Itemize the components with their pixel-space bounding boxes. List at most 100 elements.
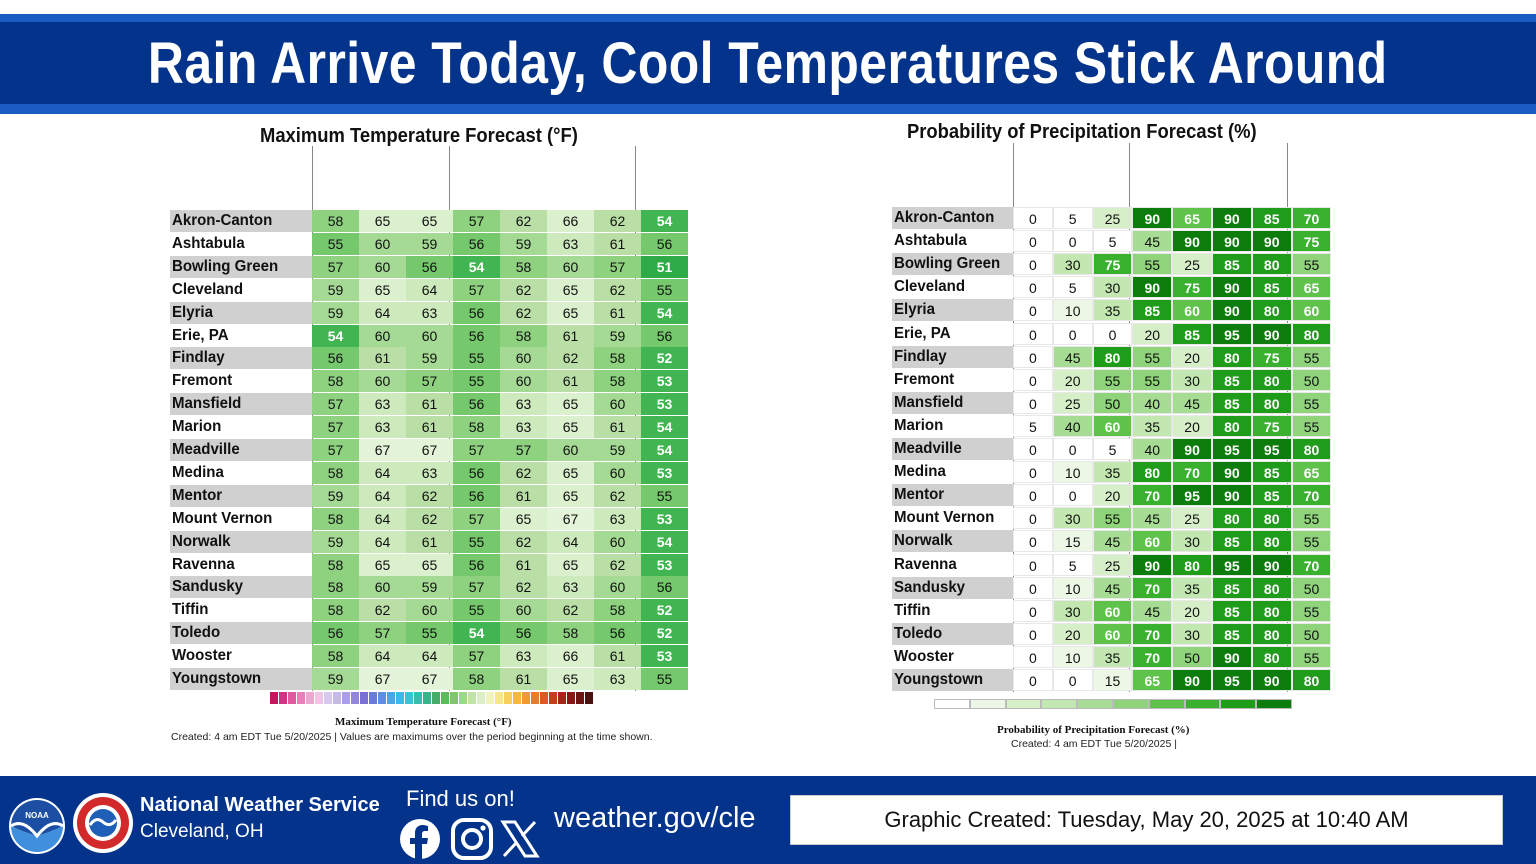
value-cell: 53: [641, 461, 688, 484]
colorbar-swatch: [504, 692, 513, 704]
station-name: Cleveland: [894, 278, 966, 296]
station-label: Ravenna: [892, 553, 1013, 576]
value-cell: 52: [641, 347, 688, 370]
colorbar-swatch: [558, 692, 567, 704]
value-cell: 55: [1291, 345, 1332, 368]
value-cell: 0: [1013, 322, 1053, 345]
value-cell: 56: [312, 622, 359, 645]
value-cell: 80: [1251, 576, 1292, 599]
value-cell: 53: [641, 370, 688, 393]
colorbar-swatch: [288, 692, 297, 704]
value-cell: 35: [1092, 461, 1133, 484]
station-name: Fremont: [172, 372, 233, 390]
station-label: Ashtabula: [170, 232, 312, 255]
value-cell: 65: [1172, 207, 1212, 229]
value-cell: 90: [1212, 207, 1252, 229]
value-cell: 62: [594, 484, 641, 507]
value-cell: 55: [1132, 368, 1173, 391]
value-cell: 60: [594, 461, 641, 484]
value-cell: 58: [312, 576, 359, 599]
facebook-icon[interactable]: [398, 817, 442, 861]
value-cell: 59: [406, 576, 453, 599]
colorbar-swatch: [540, 692, 549, 704]
station-name: Fremont: [894, 370, 955, 388]
value-cell: 58: [594, 347, 641, 370]
value-cell: 90: [1212, 230, 1252, 253]
value-cell: 60: [359, 370, 406, 393]
nws-name: National Weather Service: [140, 794, 380, 816]
value-cell: 58: [547, 622, 594, 645]
value-cell: 57: [453, 278, 500, 301]
station-name: Youngstown: [894, 671, 984, 688]
colorbar-swatch: [297, 692, 306, 704]
colorbar-swatch: [1005, 699, 1042, 709]
station-label: Bowling Green: [170, 255, 312, 278]
value-cell: 80: [1251, 599, 1292, 622]
value-cell: 85: [1212, 622, 1252, 645]
value-cell: 45: [1132, 230, 1173, 253]
value-cell: 62: [406, 507, 453, 530]
value-cell: 80: [1132, 461, 1173, 484]
value-cell: 57: [359, 622, 406, 645]
value-cell: 58: [312, 370, 359, 393]
value-cell: 63: [359, 416, 406, 439]
colorbar-swatch: [369, 692, 378, 704]
value-cell: 0: [1052, 322, 1093, 345]
station-label: Medina: [892, 461, 1013, 484]
value-cell: 55: [1291, 599, 1332, 622]
value-cell: 45: [1052, 345, 1093, 368]
value-cell: 63: [547, 232, 594, 255]
value-cell: 65: [500, 507, 547, 530]
nws-logo: [73, 793, 133, 853]
header-accent-top: [0, 14, 1536, 22]
value-cell: 75: [1291, 230, 1332, 253]
station-label: Mentor: [892, 484, 1013, 507]
value-cell: 62: [547, 347, 594, 370]
station-name: Akron-Canton: [172, 212, 273, 229]
value-cell: 61: [500, 553, 547, 576]
header-banner: Rain Arrive Today, Cool Temperatures Sti…: [0, 22, 1536, 104]
value-cell: 25: [1092, 553, 1133, 576]
value-cell: 80: [1251, 391, 1292, 414]
value-cell: 90: [1172, 230, 1212, 253]
value-cell: 60: [359, 576, 406, 599]
value-cell: 64: [359, 530, 406, 553]
station-label: Youngstown: [170, 668, 312, 690]
value-cell: 35: [1092, 299, 1133, 322]
value-cell: 57: [500, 439, 547, 461]
value-cell: 63: [500, 416, 547, 439]
temperature-created-note: Created: 4 am EDT Tue 5/20/2025 | Values…: [171, 731, 653, 743]
value-cell: 52: [641, 622, 688, 645]
value-cell: 5: [1013, 414, 1053, 437]
station-label: Elyria: [170, 301, 312, 324]
colorbar-swatch: [270, 692, 279, 704]
value-cell: 62: [406, 484, 453, 507]
value-cell: 65: [547, 416, 594, 439]
value-cell: 80: [1251, 507, 1292, 530]
value-cell: 59: [312, 530, 359, 553]
station-name: Mansfield: [894, 393, 964, 411]
value-cell: 61: [547, 324, 594, 347]
value-cell: 60: [359, 324, 406, 347]
station-label: Sandusky: [892, 576, 1013, 599]
instagram-icon[interactable]: [450, 817, 494, 861]
value-cell: 59: [312, 484, 359, 507]
value-cell: 90: [1251, 553, 1292, 576]
value-cell: 57: [453, 507, 500, 530]
value-cell: 20: [1172, 345, 1212, 368]
value-cell: 0: [1013, 276, 1053, 299]
value-cell: 56: [453, 232, 500, 255]
value-cell: 30: [1172, 622, 1212, 645]
value-cell: 10: [1052, 299, 1093, 322]
station-name: Sandusky: [172, 578, 244, 596]
website-link[interactable]: weather.gov/cle: [554, 802, 756, 834]
colorbar-swatch: [969, 699, 1006, 709]
value-cell: 0: [1052, 230, 1093, 253]
value-cell: 10: [1052, 461, 1093, 484]
colorbar-swatch: [306, 692, 315, 704]
station-label: Cleveland: [892, 276, 1013, 299]
station-label: Sandusky: [170, 576, 312, 599]
value-cell: 62: [500, 210, 547, 232]
value-cell: 62: [594, 553, 641, 576]
x-icon[interactable]: [500, 819, 540, 859]
